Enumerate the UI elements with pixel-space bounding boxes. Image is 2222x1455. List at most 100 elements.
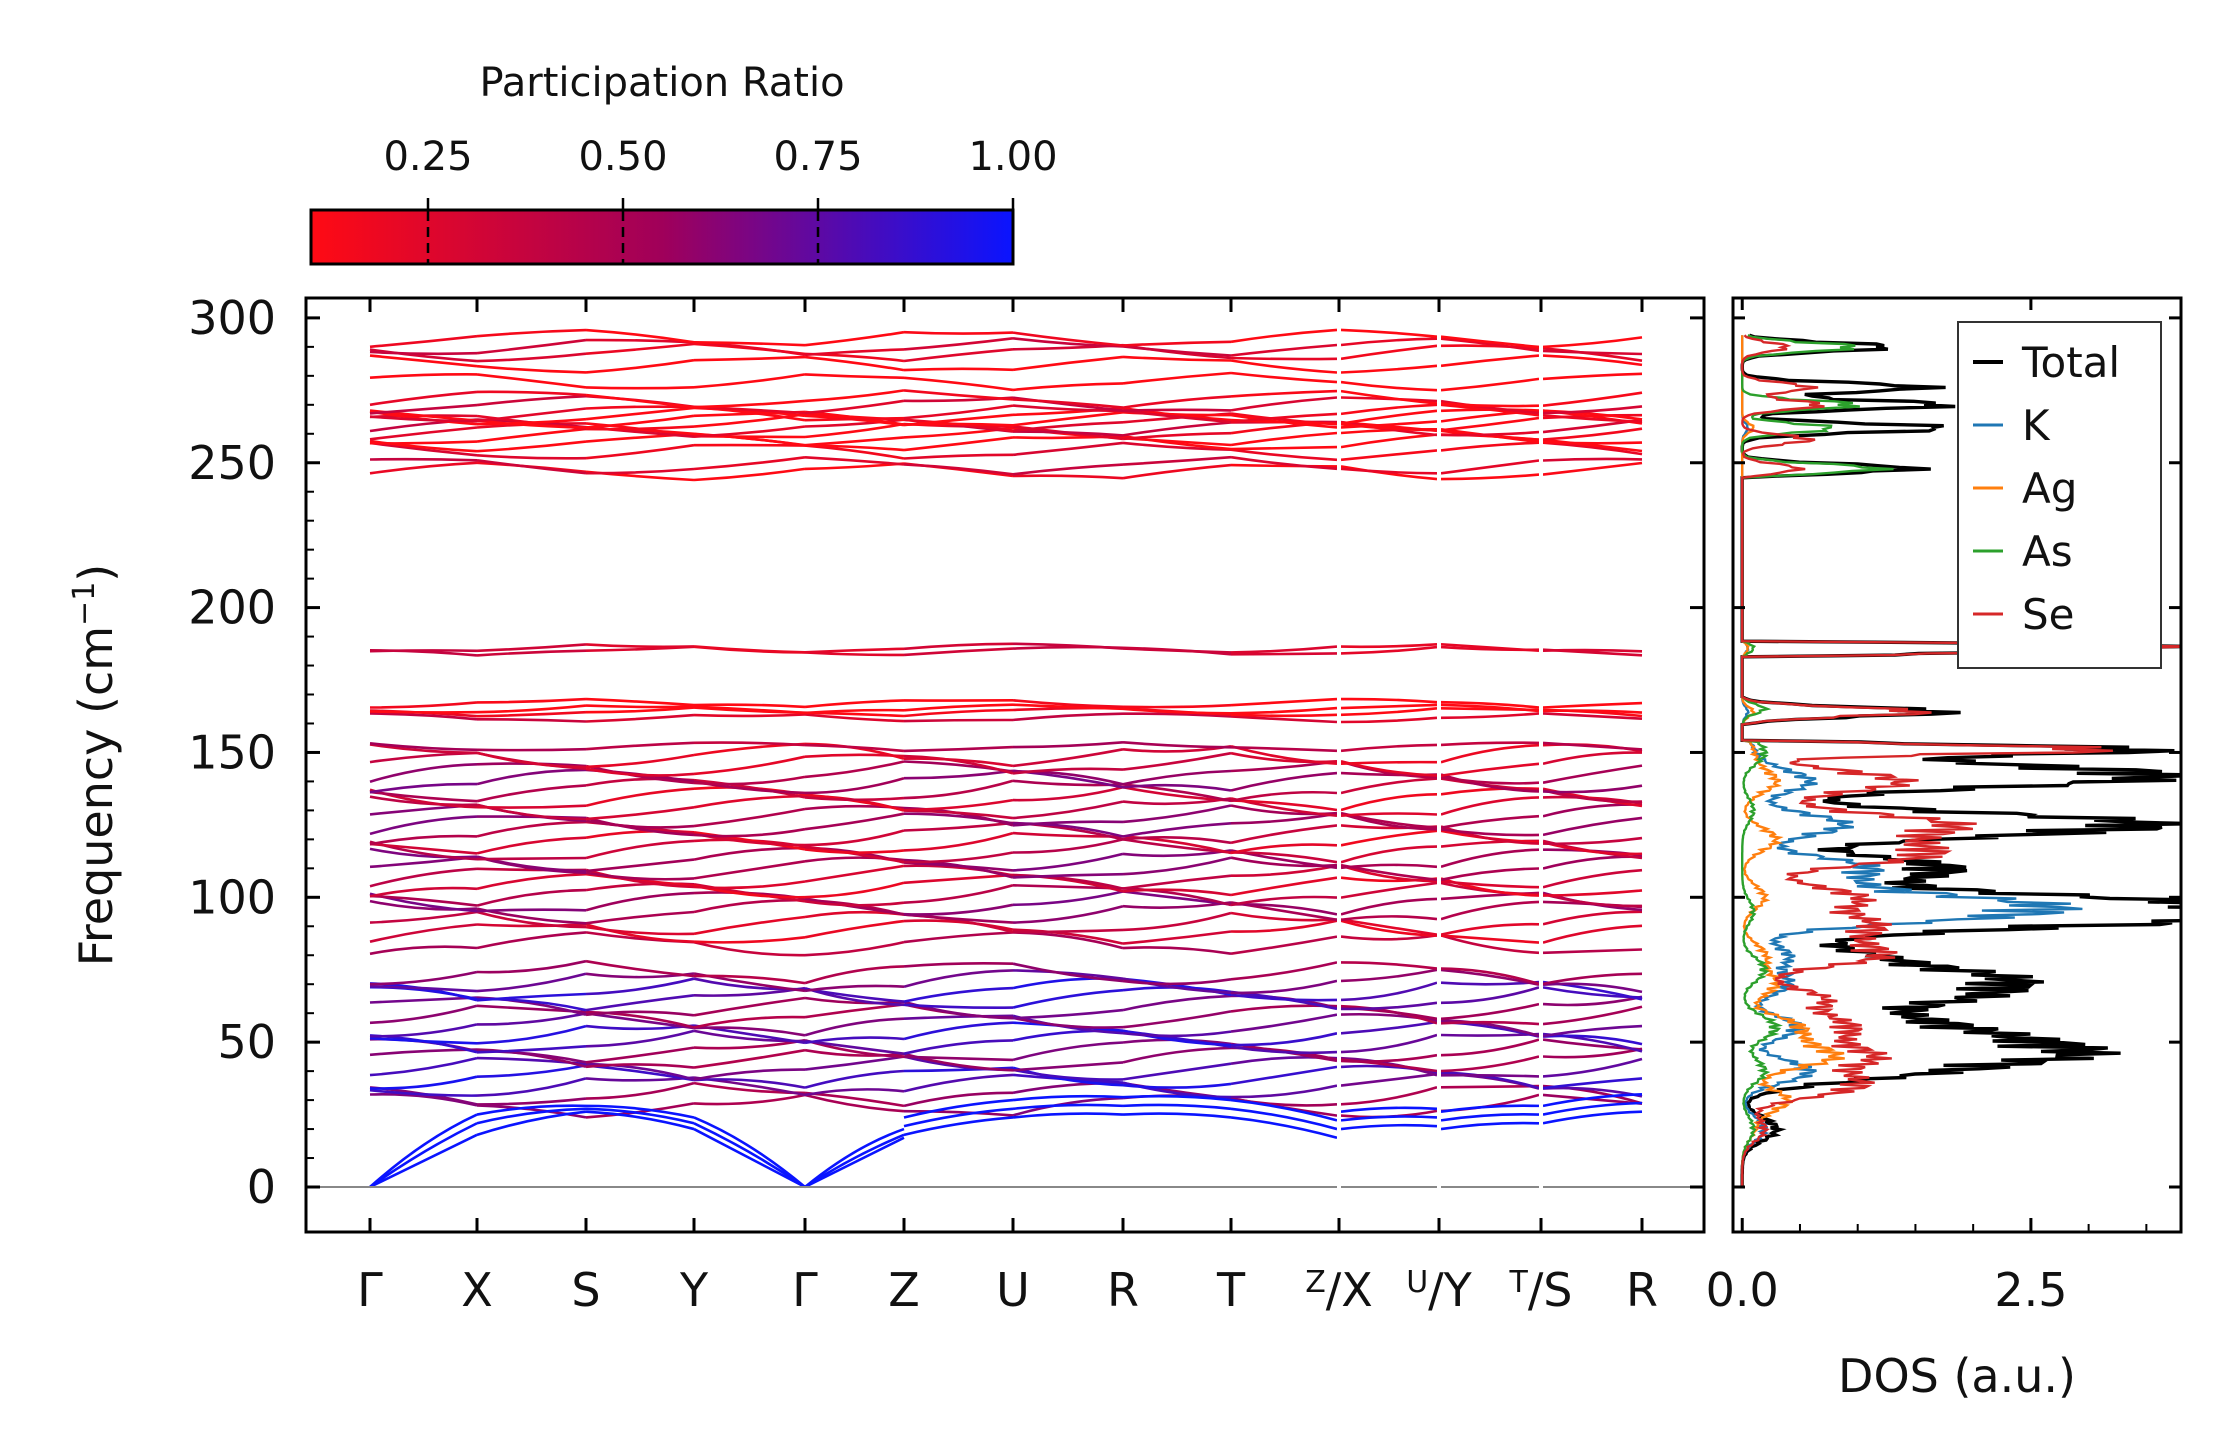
band-line (693, 741, 806, 747)
band-line (804, 1017, 905, 1037)
band-line (369, 373, 478, 379)
band-line (693, 467, 806, 482)
band-line (369, 867, 478, 888)
acoustic-branch (804, 1133, 905, 1189)
band-line (1340, 961, 1438, 970)
colorbar-title: Participation Ratio (479, 60, 844, 106)
band-line (1440, 1038, 1540, 1057)
band-line (903, 884, 1014, 904)
band-line (1542, 982, 1643, 994)
band-line (1340, 915, 1438, 922)
band-line (903, 779, 1014, 800)
band-line (1230, 359, 1338, 374)
band-line (1440, 399, 1540, 415)
acoustic-branch (1122, 1112, 1232, 1119)
band-line (1230, 1032, 1338, 1047)
band-line (1542, 372, 1643, 381)
band-line (1542, 784, 1643, 794)
band-line (585, 959, 695, 978)
band-line (1542, 1034, 1643, 1046)
acoustic-branch (476, 1107, 587, 1125)
band-line (1230, 412, 1338, 424)
band-line (1122, 977, 1232, 995)
band-line (1542, 1024, 1643, 1038)
band-line (476, 784, 587, 803)
band-line (1122, 1082, 1232, 1089)
band-line (1230, 343, 1338, 357)
band-line (476, 407, 587, 423)
band-line (903, 1014, 1014, 1020)
dos-x-tick-label: 2.5 (1994, 1263, 2067, 1317)
band-line (903, 769, 1014, 780)
band-line (693, 705, 806, 715)
band-line (1122, 431, 1232, 441)
band-line (1542, 1047, 1643, 1059)
band-line (585, 406, 695, 421)
band-line (1012, 331, 1124, 347)
band-line (1230, 864, 1338, 878)
acoustic-branch (585, 1110, 695, 1131)
band-line (585, 868, 695, 889)
band-line (369, 763, 478, 783)
band-line (585, 910, 695, 925)
band-line (903, 718, 1014, 723)
band-line (1542, 1077, 1643, 1090)
band-line (1340, 743, 1438, 753)
colorbar-tick-label: 1.00 (968, 134, 1057, 180)
band-line (585, 1062, 695, 1081)
band-line (1440, 430, 1540, 437)
band-line (585, 414, 695, 429)
band-line (1440, 459, 1540, 475)
acoustic-branch (1340, 1115, 1438, 1122)
band-line (804, 760, 905, 779)
band-line (369, 834, 478, 846)
k-tick-label: S (571, 1263, 600, 1317)
band-line (693, 355, 806, 362)
band-line (1340, 918, 1438, 936)
k-tick-label: Y (679, 1263, 709, 1317)
colorbar-tick-label: 0.25 (383, 134, 472, 180)
band-line (1122, 1010, 1232, 1029)
band-line (1340, 449, 1438, 462)
band-line (804, 456, 905, 466)
y-tick-label: 150 (188, 725, 276, 779)
band-line (1122, 856, 1232, 876)
band-line (693, 915, 806, 936)
band-line (476, 908, 587, 913)
band-line (804, 1055, 905, 1071)
acoustic-branch (1542, 1101, 1643, 1116)
band-line (1122, 978, 1232, 986)
band-line (476, 440, 587, 453)
band-line (693, 1093, 806, 1106)
band-line (1440, 934, 1540, 955)
band-line (693, 794, 806, 809)
k-tick-label: Z/X (1305, 1263, 1373, 1317)
band-line (476, 959, 587, 974)
band-line (1340, 1033, 1438, 1054)
band-line (1440, 967, 1540, 986)
band-line (1542, 405, 1643, 415)
band-line (804, 699, 905, 709)
band-line (1340, 864, 1438, 883)
band-line (804, 848, 905, 854)
band-line (1012, 411, 1124, 427)
band-line (903, 463, 1014, 476)
band-line (476, 390, 587, 397)
band-line (369, 710, 478, 714)
band-line (1440, 796, 1540, 816)
band-line (1440, 1019, 1540, 1038)
band-line (1340, 697, 1438, 704)
segment-gap (1437, 300, 1441, 1230)
band-line (903, 404, 1014, 420)
legend-label-ag: Ag (2022, 464, 2077, 513)
band-line (476, 364, 587, 374)
band-line (804, 1093, 905, 1113)
band-line (1122, 395, 1232, 409)
acoustic-branch (1440, 1104, 1540, 1113)
band-line (476, 710, 587, 718)
band-line (1440, 828, 1540, 837)
band-line (1122, 930, 1232, 945)
band-line (1440, 344, 1540, 350)
band-line (585, 858, 695, 873)
band-line (369, 815, 478, 836)
